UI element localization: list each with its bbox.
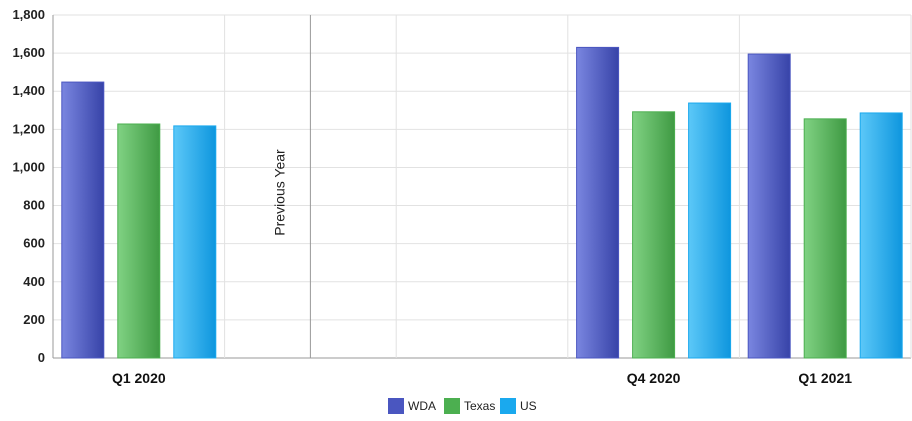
legend-swatch-texas <box>444 398 460 414</box>
x-tick-label: Q4 2020 <box>627 370 681 386</box>
previous-year-divider: Previous Year <box>271 15 311 358</box>
y-tick-label: 1,200 <box>12 121 45 136</box>
bar-texas-q1-2021 <box>803 118 847 359</box>
legend-label-texas: Texas <box>464 399 495 413</box>
legend-swatch-us <box>500 398 516 414</box>
legend: WDA Texas US <box>388 398 537 414</box>
x-axis-labels: Q1 2020 Q4 2020 Q1 2021 <box>112 370 852 386</box>
bar-wda-q1-2020 <box>61 81 105 359</box>
divider-label: Previous Year <box>271 149 287 236</box>
x-tick-label: Q1 2021 <box>798 370 852 386</box>
bar-wda-q4-2020 <box>576 46 620 359</box>
bars <box>61 46 903 359</box>
bar-us-q1-2021 <box>859 112 903 359</box>
y-tick-label: 1,600 <box>12 45 45 60</box>
y-tick-label: 200 <box>23 312 45 327</box>
legend-label-wda: WDA <box>408 399 436 413</box>
legend-swatch-wda <box>388 398 404 414</box>
y-tick-label: 800 <box>23 198 45 213</box>
bar-us-q4-2020 <box>688 102 732 359</box>
y-tick-label: 0 <box>38 350 45 365</box>
bar-wda-q1-2021 <box>747 53 791 359</box>
legend-label-us: US <box>520 399 537 413</box>
bar-texas-q4-2020 <box>632 111 676 359</box>
bar-texas-q1-2020 <box>117 123 161 359</box>
y-tick-label: 400 <box>23 274 45 289</box>
y-tick-label: 1,000 <box>12 159 45 174</box>
y-tick-label: 1,800 <box>12 7 45 22</box>
x-tick-label: Q1 2020 <box>112 370 166 386</box>
y-axis-labels: 0 200 400 600 800 1,000 1,200 1,400 1,600 1,800 <box>12 7 45 365</box>
y-tick-label: 600 <box>23 236 45 251</box>
bar-us-q1-2020 <box>173 125 217 359</box>
y-tick-label: 1,400 <box>12 83 45 98</box>
